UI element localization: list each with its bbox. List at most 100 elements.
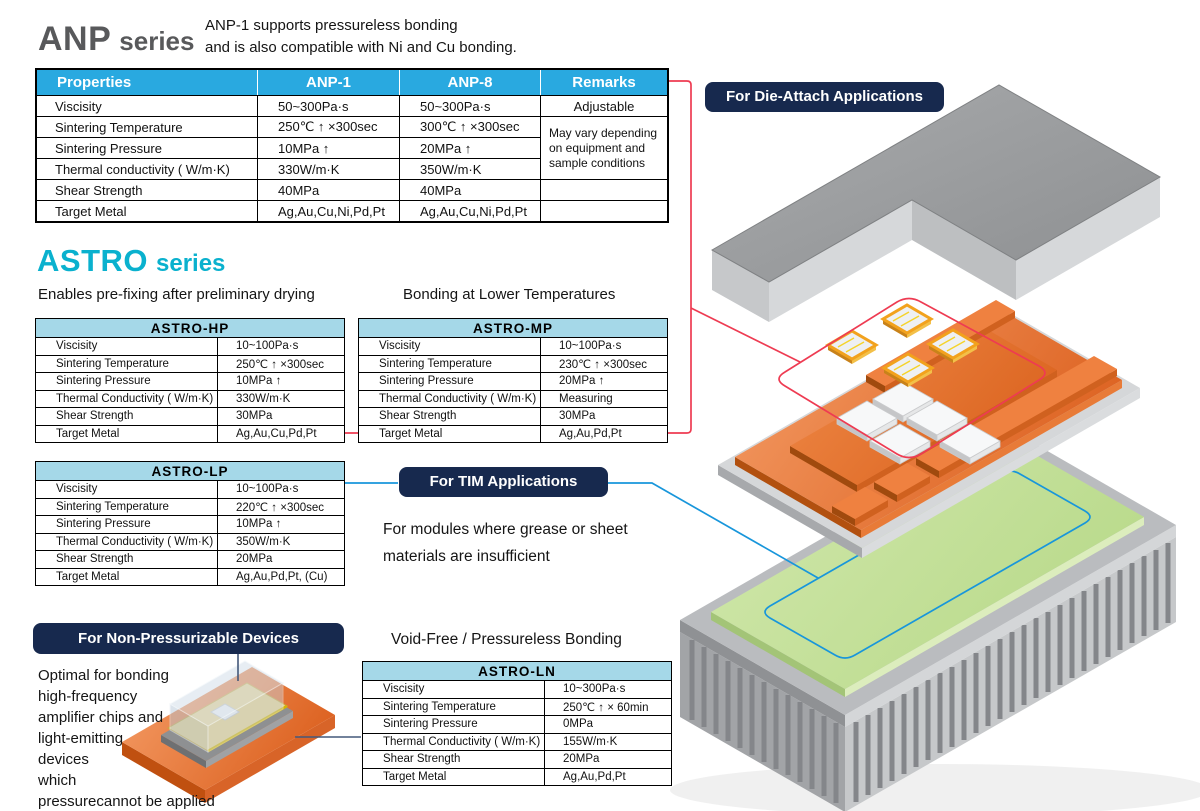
small-package-base-right [206,711,293,768]
property-value-cell: 300℃ ↑ ×300sec [399,116,540,137]
module-board-side-right [861,380,1122,538]
non-pressurizable-badge: For Non-Pressurizable Devices [33,623,344,654]
astro-lp-table-title: ASTRO-LP [36,462,344,480]
lid-top [710,84,1162,283]
anp-header-anp1: ANP-1 [257,70,399,95]
property-value-cell: 155W/m·K [544,732,671,750]
remarks-merged-cell: May vary depending on equipment and samp… [540,116,667,179]
heatsink-shadow [670,764,1200,811]
heatsink-fin-gaps [689,543,1171,803]
property-label-cell: Target Metal [359,424,540,443]
anp-table: Properties ANP-1 ANP-8 Remarks Viscisity… [35,68,669,223]
anp-header-anp8: ANP-8 [399,70,540,95]
property-label-cell: Target Metal [363,767,544,786]
property-value-cell: Ag,Au,Pd,Pt [544,767,671,785]
die-area-outline [778,297,1046,459]
property-value-cell: 50~300Pa·s [399,95,540,116]
remarks-cell: Adjustable [540,95,667,116]
astro-lp-table: ASTRO-LP Viscisity 10~100Pa·s Sintering … [35,461,345,586]
property-value-cell: 40MPa [399,179,540,200]
property-value-cell: 10MPa ↑ [217,515,344,533]
property-value-cell: Measuring [540,389,667,407]
property-value-cell: 330W/m·K [257,158,399,179]
property-label-cell: Thermal Conductivity ( W/m·K) [36,389,217,408]
anp-header-properties: Properties [37,70,257,95]
tim-note-line2: materials are insufficient [383,548,550,565]
astro-hp-table-title: ASTRO-HP [36,319,344,337]
astro-ln-table-title: ASTRO-LN [363,662,671,680]
property-value-cell: 20MPa ↑ [399,137,540,158]
property-value-cell: 10MPa ↑ [257,137,399,158]
tim-pad-top [711,440,1144,689]
anp-series-title: ANP series [38,20,194,59]
non-pressurizable-note-line: devices [38,751,89,768]
property-value-cell: 10~100Pa·s [217,480,344,498]
astro-title-sub: series [156,250,226,277]
module-bar-side-left [866,375,885,393]
property-label-cell: Sintering Temperature [36,497,217,516]
property-label-cell: Sintering Pressure [36,515,217,533]
property-label-cell: Shear Strength [359,407,540,425]
property-value-cell: Ag,Au,Cu,Ni,Pd,Pt [257,200,399,221]
tim-pad-side-left [711,612,845,697]
property-label-cell: Thermal Conductivity ( W/m·K) [36,532,217,551]
astro-title-main: ASTRO [37,243,148,278]
property-value-cell: Ag,Au,Cu,Pd,Pt [217,424,344,442]
non-pressurizable-note-line: high-frequency [38,688,138,705]
lid-side-leg-front [1016,177,1160,300]
property-value-cell: 350W/m·K [399,158,540,179]
heatsink-plate-side-left [680,620,845,727]
property-value-cell: 330W/m·K [217,389,344,407]
property-value-cell: 40MPa [257,179,399,200]
property-label-cell: Target Metal [36,424,217,443]
property-label-cell: Shear Strength [363,750,544,768]
heatsink-plate-side-right [845,525,1176,727]
property-label-cell: Target Metal [36,567,217,586]
non-pressurizable-note-line: pressurecannot be applied [38,793,215,810]
property-value-cell: 20MPa ↑ [540,372,667,390]
non-pressurizable-note-line: amplifier chips and [38,709,164,726]
small-package-gold-edge [207,704,288,753]
tim-note: For modules where grease or sheet materi… [383,516,628,570]
property-value-cell: 30MPa [540,407,667,425]
anp-title-main: ANP [38,20,112,58]
non-pressurizable-note-line: Optimal for bonding [38,667,169,684]
property-label-cell: Sintering Temperature [37,116,257,137]
property-label-cell: Thermal conductivity ( W/m·K) [37,158,257,179]
non-pressurizable-note: Optimal for bonding high-frequency ampli… [38,665,215,811]
property-label-cell: Sintering Temperature [359,354,540,373]
property-label-cell: Sintering Pressure [37,137,257,158]
lid-side-leg-left [912,200,1016,300]
astro-hp-table: ASTRO-HP Viscisity 10~100Pa·s Sintering … [35,318,345,443]
property-label-cell: Viscisity [36,480,217,498]
property-label-cell: Sintering Pressure [36,372,217,390]
property-value-cell: 10~100Pa·s [540,337,667,355]
small-board-side-left [122,742,205,803]
property-label-cell: Sintering Pressure [359,372,540,390]
module-plate-side-left [718,465,862,558]
property-label-cell: Viscisity [36,337,217,355]
astro-series-title: ASTRO series [37,243,225,279]
property-value-cell: 50~300Pa·s [257,95,399,116]
lid-side-left-end [712,250,769,322]
property-label-cell: Sintering Pressure [363,715,544,733]
property-value-cell: 20MPa [544,750,671,768]
property-value-cell: 250℃ ↑ ×300sec [257,116,399,137]
astro-ln-caption: Void-Free / Pressureless Bonding [391,631,622,648]
small-package-lid [168,660,285,753]
tim-pad-illustration [711,440,1144,697]
tim-connector-line [345,482,819,579]
property-label-cell: Sintering Temperature [363,697,544,716]
tim-outline [764,470,1091,659]
module-board-side-left [735,457,861,538]
anp-description-line1: ANP-1 supports pressureless bonding [205,17,458,34]
astro-mp-caption: Bonding at Lower Temperatures [403,286,616,303]
module-platform-side-left [790,446,857,492]
property-label-cell: Viscisity [359,337,540,355]
property-label-cell: Target Metal [37,200,257,221]
non-pressurizable-connector-line [237,654,361,738]
property-value-cell: 250℃ ↑ ×300sec [217,354,344,372]
property-label-cell: Thermal Conductivity ( W/m·K) [359,389,540,408]
remarks-empty-cell [540,200,667,221]
